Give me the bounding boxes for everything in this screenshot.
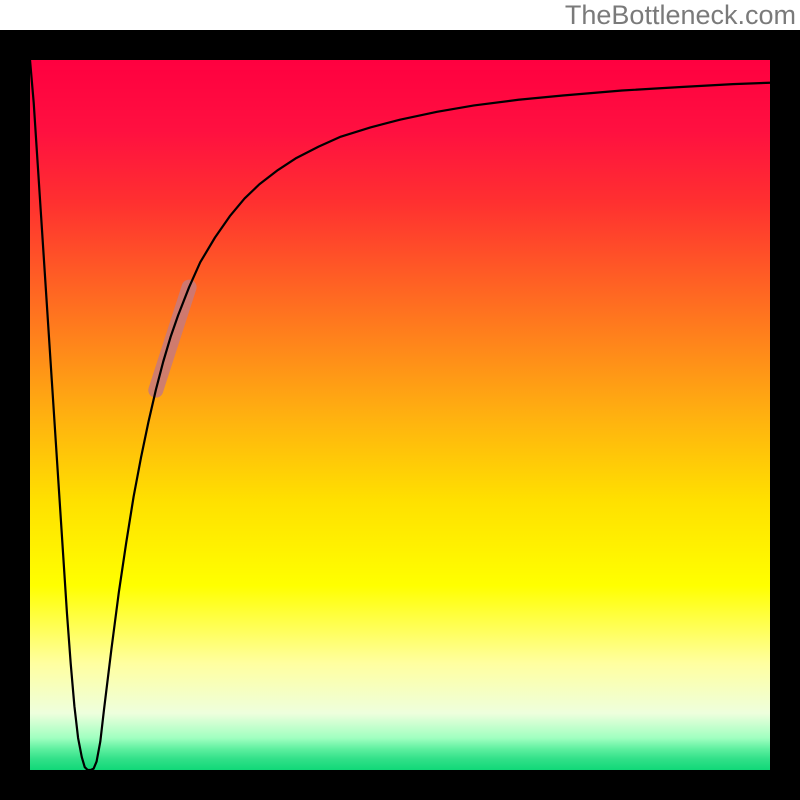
- plot-gradient-background: [30, 60, 770, 770]
- watermark-text: TheBottleneck.com: [565, 0, 796, 31]
- bottleneck-chart: [0, 0, 800, 800]
- chart-root: TheBottleneck.com: [0, 0, 800, 800]
